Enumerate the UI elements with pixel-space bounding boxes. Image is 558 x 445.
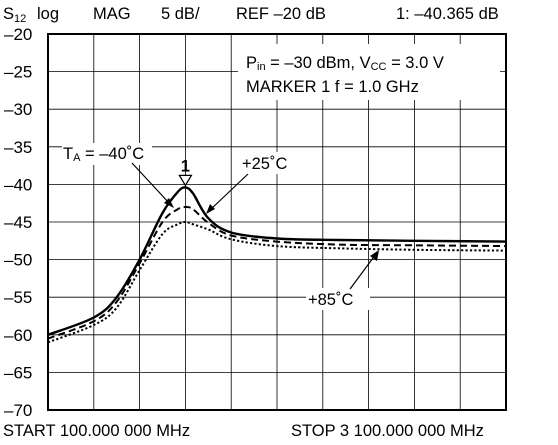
header-marker-readout: 1: –40.365 dB xyxy=(396,5,499,23)
y-tick-label: –50 xyxy=(4,251,32,270)
y-tick-label: –30 xyxy=(4,100,32,119)
curves xyxy=(47,186,507,344)
arrow-plus25 xyxy=(209,173,249,211)
y-tick-label: –35 xyxy=(4,138,32,157)
conditions-marker: MARKER 1 f = 1.0 GHz xyxy=(246,78,419,96)
stop-frequency: STOP 3 100.000 000 MHz xyxy=(291,422,484,440)
series-label-plus85: +85˚C xyxy=(308,291,353,309)
start-frequency: START 100.000 000 MHz xyxy=(3,422,190,440)
series-label-plus25: +25˚C xyxy=(242,155,287,173)
y-tick-label: –70 xyxy=(4,401,32,420)
y-axis: –20 –25 –30 –35 –40 –45 –50 –55 –60 –65 –70 xyxy=(4,25,32,420)
conditions-pin-vcc: Pin = –30 dBm, VCC = 3.0 V xyxy=(246,54,444,73)
arrow-ta-minus40 xyxy=(131,162,171,205)
y-tick-label: –25 xyxy=(4,63,32,82)
arrowhead-plus85 xyxy=(370,250,379,261)
header-param: S12 xyxy=(3,5,26,25)
y-tick-label: –45 xyxy=(4,213,32,232)
series-line-dashed xyxy=(47,205,507,340)
header-scale-type: log xyxy=(37,5,59,23)
marker-label: 1 xyxy=(181,157,190,175)
y-tick-label: –65 xyxy=(4,363,32,382)
label-bg-ta xyxy=(62,143,152,165)
conditions-box xyxy=(238,44,500,100)
y-tick-label: –40 xyxy=(4,175,32,194)
series-line-solid xyxy=(47,186,507,336)
arrow-plus85 xyxy=(349,253,377,290)
plot-frame xyxy=(47,33,507,411)
y-tick-label: –55 xyxy=(4,288,32,307)
marker-1: 1 xyxy=(178,157,193,187)
header-scale: 5 dB/ xyxy=(161,5,200,23)
arrowhead-ta-minus40 xyxy=(164,198,174,208)
series-label-ta-minus40: TA = –40˚C xyxy=(63,145,144,164)
label-bg-25c xyxy=(240,152,306,174)
y-tick-label: –60 xyxy=(4,326,32,345)
header-format: MAG xyxy=(93,5,131,23)
series-line-dotted xyxy=(47,220,507,344)
marker-triangle xyxy=(178,174,193,187)
y-tick-label: –20 xyxy=(4,25,32,44)
arrowhead-plus25 xyxy=(206,204,215,214)
header-ref: REF –20 dB xyxy=(236,5,326,23)
label-bg-85c xyxy=(306,288,370,310)
